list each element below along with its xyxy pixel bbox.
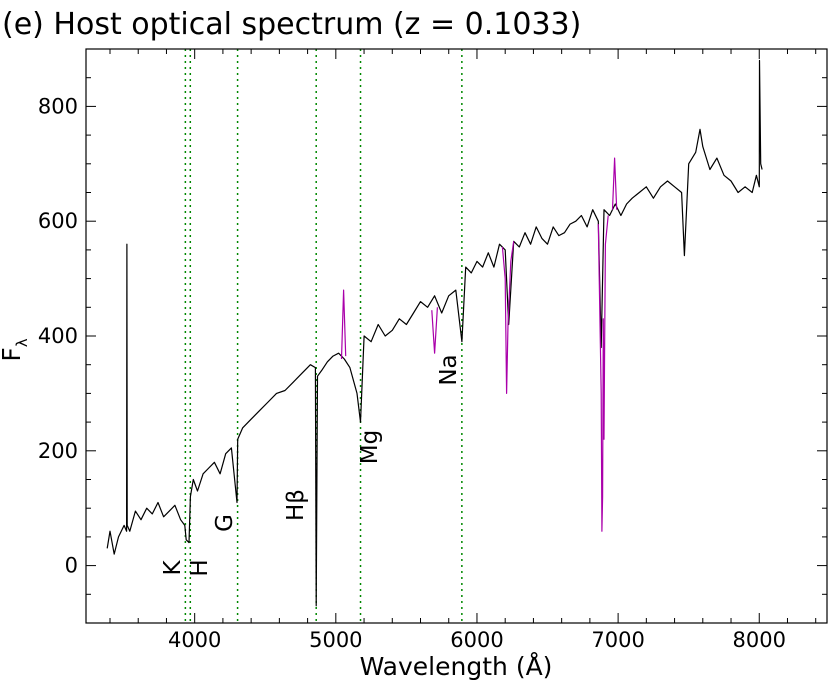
series-layer [106, 59, 763, 607]
x-tick-label: 5000 [309, 628, 362, 652]
line-label-mg: Mg [357, 430, 383, 464]
x-tick-label: 7000 [591, 628, 644, 652]
y-tick-label: 600 [38, 209, 78, 233]
plot-frame [85, 48, 828, 624]
line-label-hbeta: Hβ [283, 489, 309, 521]
y-axis-label-sub: λ [13, 338, 31, 347]
spectral-lines-layer [184, 49, 463, 623]
y-axis-label-main: F [0, 347, 26, 361]
x-tick-label: 6000 [450, 628, 503, 652]
line-label-g: G [212, 514, 238, 532]
ticks-layer: 4000 5000 6000 7000 8000 0 200 400 600 800 [38, 48, 827, 652]
line-label-na: Na [436, 354, 462, 385]
series-line-0-spectrum [106, 59, 763, 607]
x-tick-label: 4000 [168, 628, 221, 652]
y-axis-label: Fλ [0, 338, 31, 361]
line-label-h: H [187, 559, 213, 576]
x-axis-label: Wavelength (Å) [360, 652, 553, 681]
series-line-4-telluric [340, 289, 347, 360]
svg-text:Fλ: Fλ [0, 338, 31, 361]
chart-title: (e) Host optical spectrum (z = 0.1033) [2, 7, 581, 42]
series-line-2-telluric [501, 241, 515, 394]
series-line-5-telluric [611, 157, 618, 210]
y-tick-label: 200 [38, 439, 78, 463]
y-tick-label: 800 [38, 94, 78, 118]
line-labels-layer: K H G Hβ Mg Na [160, 354, 462, 576]
series-line-3-telluric [431, 307, 438, 354]
y-tick-label: 0 [65, 554, 78, 578]
series-line-1-telluric [597, 215, 609, 532]
line-label-k: K [160, 560, 186, 576]
y-tick-label: 400 [38, 324, 78, 348]
x-tick-label: 8000 [733, 628, 786, 652]
